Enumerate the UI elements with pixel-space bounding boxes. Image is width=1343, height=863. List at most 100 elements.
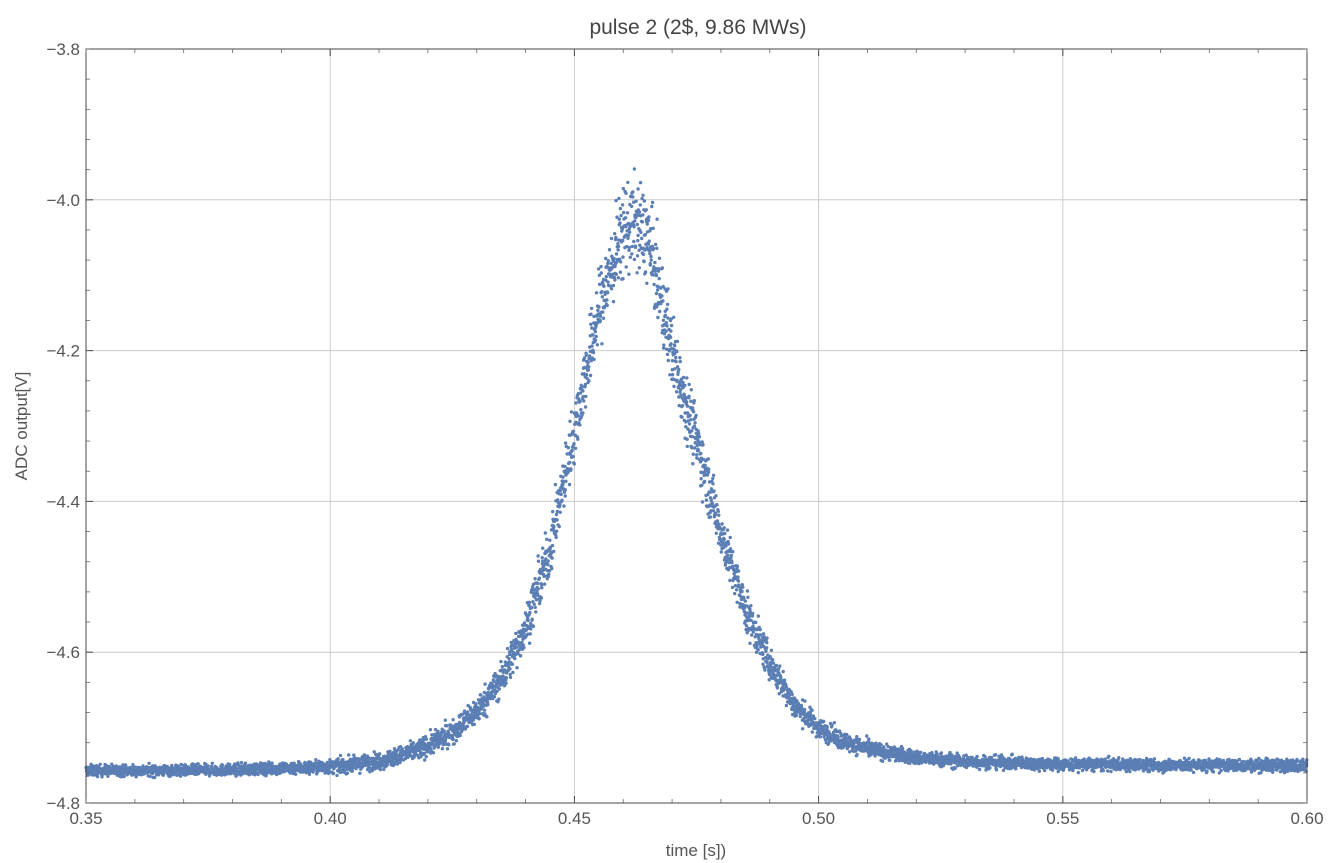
data-point bbox=[481, 702, 486, 706]
data-point bbox=[668, 335, 673, 340]
data-point bbox=[228, 762, 232, 767]
data-point bbox=[134, 775, 138, 779]
data-point bbox=[638, 180, 643, 185]
data-point bbox=[614, 272, 618, 276]
data-point bbox=[669, 323, 674, 328]
data-point bbox=[350, 769, 355, 773]
data-point bbox=[584, 373, 589, 377]
data-point bbox=[756, 648, 760, 652]
data-point bbox=[597, 282, 602, 286]
data-point bbox=[672, 315, 676, 319]
data-point bbox=[543, 531, 547, 535]
data-point bbox=[636, 238, 640, 243]
data-point bbox=[442, 730, 446, 734]
data-point bbox=[551, 509, 555, 514]
data-point bbox=[440, 747, 445, 751]
data-point bbox=[555, 529, 559, 533]
data-point bbox=[706, 470, 711, 474]
data-point bbox=[611, 299, 616, 304]
data-point bbox=[378, 752, 382, 756]
data-point bbox=[609, 287, 614, 291]
data-point bbox=[612, 257, 616, 261]
data-point bbox=[751, 630, 755, 634]
data-point bbox=[672, 384, 676, 389]
data-point bbox=[652, 282, 656, 287]
data-point bbox=[643, 270, 648, 274]
data-point bbox=[664, 329, 668, 333]
data-point bbox=[674, 355, 678, 360]
data-point bbox=[632, 167, 637, 171]
data-point bbox=[335, 773, 339, 778]
data-point bbox=[601, 310, 605, 314]
data-point bbox=[548, 538, 552, 542]
data-point bbox=[707, 467, 711, 471]
data-point bbox=[288, 771, 292, 775]
data-point bbox=[653, 242, 658, 247]
data-point bbox=[567, 482, 572, 487]
data-point bbox=[680, 415, 684, 419]
data-point bbox=[756, 614, 760, 618]
data-point bbox=[121, 763, 125, 767]
data-point bbox=[909, 749, 913, 753]
data-point bbox=[722, 526, 726, 530]
data-point bbox=[451, 737, 455, 742]
data-point bbox=[338, 753, 343, 758]
data-point bbox=[540, 586, 544, 590]
data-point bbox=[444, 742, 448, 746]
data-point bbox=[750, 633, 754, 637]
data-point bbox=[483, 682, 487, 686]
data-point bbox=[658, 309, 662, 314]
data-point bbox=[625, 211, 630, 215]
data-point bbox=[640, 236, 644, 241]
data-point bbox=[550, 556, 554, 560]
data-point bbox=[675, 339, 680, 344]
data-point bbox=[769, 648, 774, 652]
data-point bbox=[857, 737, 862, 742]
data-point bbox=[799, 704, 804, 708]
data-point bbox=[196, 762, 200, 766]
data-point bbox=[341, 758, 345, 762]
data-point bbox=[656, 315, 660, 320]
data-point bbox=[550, 566, 554, 571]
data-point bbox=[778, 664, 782, 668]
data-point bbox=[680, 404, 685, 408]
data-point bbox=[715, 503, 719, 507]
data-point bbox=[681, 380, 685, 385]
data-point bbox=[424, 737, 429, 741]
data-point bbox=[1014, 767, 1018, 771]
data-point bbox=[486, 703, 490, 707]
data-point bbox=[546, 559, 550, 563]
data-point bbox=[438, 736, 442, 740]
data-point bbox=[855, 753, 859, 757]
data-point bbox=[452, 742, 456, 746]
data-point bbox=[527, 600, 532, 604]
data-point bbox=[683, 383, 687, 388]
data-point bbox=[619, 260, 623, 264]
data-point bbox=[618, 206, 623, 211]
data-point bbox=[734, 588, 739, 592]
data-point bbox=[745, 589, 750, 593]
data-point bbox=[572, 462, 576, 466]
data-point bbox=[314, 758, 318, 762]
data-point bbox=[536, 554, 540, 558]
data-point bbox=[614, 252, 619, 256]
data-point bbox=[855, 735, 859, 739]
data-point bbox=[513, 656, 517, 661]
data-point bbox=[443, 718, 447, 722]
data-point bbox=[267, 760, 271, 764]
data-point bbox=[533, 605, 537, 610]
data-point bbox=[621, 255, 625, 259]
data-point bbox=[865, 734, 869, 738]
data-point bbox=[179, 762, 183, 767]
data-point bbox=[685, 404, 690, 408]
data-point bbox=[178, 774, 183, 778]
data-point bbox=[587, 354, 592, 358]
data-point bbox=[845, 732, 849, 737]
data-point bbox=[784, 703, 789, 708]
data-point bbox=[626, 233, 631, 237]
data-point bbox=[309, 760, 313, 765]
data-point bbox=[571, 454, 575, 459]
data-point bbox=[563, 441, 568, 445]
data-point bbox=[594, 291, 599, 295]
